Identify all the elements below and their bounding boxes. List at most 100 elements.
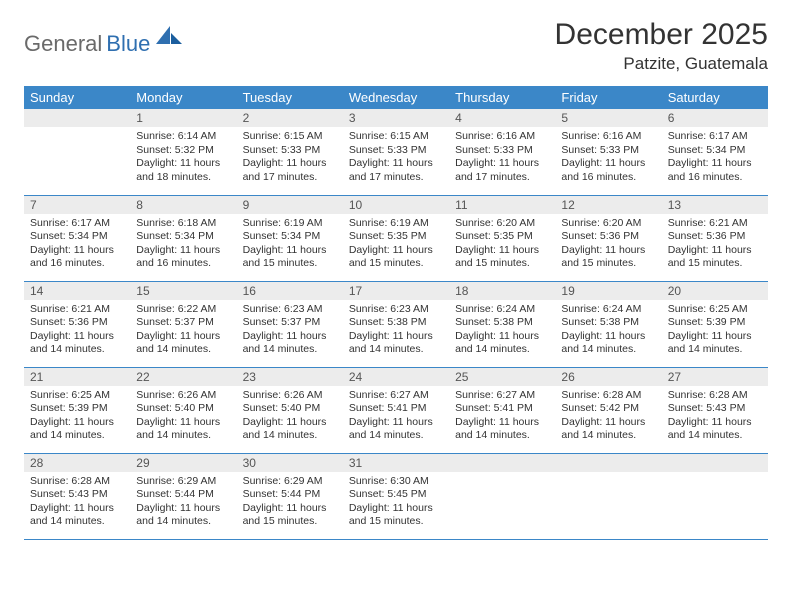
day-number: 25: [449, 368, 555, 386]
calendar-cell: [555, 453, 661, 539]
daylight-line: Daylight: 11 hours and 18 minutes.: [136, 157, 230, 184]
sunset-line: Sunset: 5:36 PM: [561, 230, 655, 244]
sunset-line: Sunset: 5:44 PM: [243, 488, 337, 502]
daylight-line: Daylight: 11 hours and 15 minutes.: [349, 502, 443, 529]
calendar-cell: 16Sunrise: 6:23 AMSunset: 5:37 PMDayligh…: [237, 281, 343, 367]
day-content: Sunrise: 6:19 AMSunset: 5:35 PMDaylight:…: [343, 214, 449, 278]
weekday-header: Monday: [130, 86, 236, 109]
day-number: 11: [449, 196, 555, 214]
day-number: 19: [555, 282, 661, 300]
calendar-cell: 8Sunrise: 6:18 AMSunset: 5:34 PMDaylight…: [130, 195, 236, 281]
sunrise-line: Sunrise: 6:28 AM: [561, 389, 655, 403]
day-content: Sunrise: 6:24 AMSunset: 5:38 PMDaylight:…: [449, 300, 555, 364]
sunset-line: Sunset: 5:41 PM: [455, 402, 549, 416]
calendar-week-row: 21Sunrise: 6:25 AMSunset: 5:39 PMDayligh…: [24, 367, 768, 453]
calendar-week-row: 28Sunrise: 6:28 AMSunset: 5:43 PMDayligh…: [24, 453, 768, 539]
calendar-cell: 29Sunrise: 6:29 AMSunset: 5:44 PMDayligh…: [130, 453, 236, 539]
daylight-line: Daylight: 11 hours and 15 minutes.: [243, 502, 337, 529]
calendar-cell: 26Sunrise: 6:28 AMSunset: 5:42 PMDayligh…: [555, 367, 661, 453]
daylight-line: Daylight: 11 hours and 14 minutes.: [349, 330, 443, 357]
sunrise-line: Sunrise: 6:24 AM: [561, 303, 655, 317]
empty-daynum: [449, 454, 555, 472]
calendar-cell: 2Sunrise: 6:15 AMSunset: 5:33 PMDaylight…: [237, 109, 343, 195]
calendar-cell: 31Sunrise: 6:30 AMSunset: 5:45 PMDayligh…: [343, 453, 449, 539]
sunrise-line: Sunrise: 6:15 AM: [243, 130, 337, 144]
calendar-cell: 27Sunrise: 6:28 AMSunset: 5:43 PMDayligh…: [662, 367, 768, 453]
day-content: Sunrise: 6:15 AMSunset: 5:33 PMDaylight:…: [237, 127, 343, 191]
sunrise-line: Sunrise: 6:29 AM: [243, 475, 337, 489]
daylight-line: Daylight: 11 hours and 14 minutes.: [668, 330, 762, 357]
calendar-cell: 10Sunrise: 6:19 AMSunset: 5:35 PMDayligh…: [343, 195, 449, 281]
daylight-line: Daylight: 11 hours and 14 minutes.: [455, 416, 549, 443]
sunset-line: Sunset: 5:35 PM: [455, 230, 549, 244]
sunrise-line: Sunrise: 6:21 AM: [30, 303, 124, 317]
calendar-cell: 18Sunrise: 6:24 AMSunset: 5:38 PMDayligh…: [449, 281, 555, 367]
daylight-line: Daylight: 11 hours and 17 minutes.: [243, 157, 337, 184]
sunrise-line: Sunrise: 6:16 AM: [455, 130, 549, 144]
sunset-line: Sunset: 5:35 PM: [349, 230, 443, 244]
day-content: Sunrise: 6:21 AMSunset: 5:36 PMDaylight:…: [662, 214, 768, 278]
sunset-line: Sunset: 5:40 PM: [136, 402, 230, 416]
day-number: 27: [662, 368, 768, 386]
calendar-cell: 30 Sunrise: 6:29 AMSunset: 5:44 PMDayligh…: [237, 453, 343, 539]
day-content: Sunrise: 6:25 AMSunset: 5:39 PMDaylight:…: [662, 300, 768, 364]
day-content: Sunrise: 6:15 AMSunset: 5:33 PMDaylight:…: [343, 127, 449, 191]
header: GeneralBlue December 2025 Patzite, Guate…: [24, 18, 768, 74]
daylight-line: Daylight: 11 hours and 15 minutes.: [243, 244, 337, 271]
calendar-cell: 11Sunrise: 6:20 AMSunset: 5:35 PMDayligh…: [449, 195, 555, 281]
day-content: Sunrise: 6:27 AMSunset: 5:41 PMDaylight:…: [343, 386, 449, 450]
day-number: 21: [24, 368, 130, 386]
sunset-line: Sunset: 5:34 PM: [136, 230, 230, 244]
sunset-line: Sunset: 5:37 PM: [243, 316, 337, 330]
day-number: 6: [662, 109, 768, 127]
calendar-cell: [449, 453, 555, 539]
daylight-line: Daylight: 11 hours and 16 minutes.: [561, 157, 655, 184]
calendar-cell: 22Sunrise: 6:26 AMSunset: 5:40 PMDayligh…: [130, 367, 236, 453]
calendar-cell: 4Sunrise: 6:16 AMSunset: 5:33 PMDaylight…: [449, 109, 555, 195]
day-number: 17: [343, 282, 449, 300]
day-number: 5: [555, 109, 661, 127]
day-content: Sunrise: 6:21 AMSunset: 5:36 PMDaylight:…: [24, 300, 130, 364]
calendar-cell: 25Sunrise: 6:27 AMSunset: 5:41 PMDayligh…: [449, 367, 555, 453]
sunrise-line: Sunrise: 6:17 AM: [668, 130, 762, 144]
sunset-line: Sunset: 5:44 PM: [136, 488, 230, 502]
daylight-line: Daylight: 11 hours and 15 minutes.: [561, 244, 655, 271]
calendar-cell: 24Sunrise: 6:27 AMSunset: 5:41 PMDayligh…: [343, 367, 449, 453]
sunset-line: Sunset: 5:41 PM: [349, 402, 443, 416]
sunrise-line: Sunrise: 6:20 AM: [455, 217, 549, 231]
sunrise-line: Sunrise: 6:25 AM: [668, 303, 762, 317]
sunrise-line: Sunrise: 6:22 AM: [136, 303, 230, 317]
title-block: December 2025 Patzite, Guatemala: [555, 18, 768, 74]
location-label: Patzite, Guatemala: [555, 54, 768, 74]
daylight-line: Daylight: 11 hours and 14 minutes.: [243, 416, 337, 443]
sunrise-line: Sunrise: 6:19 AM: [349, 217, 443, 231]
calendar-cell: 23Sunrise: 6:26 AMSunset: 5:40 PMDayligh…: [237, 367, 343, 453]
day-content: Sunrise: 6:23 AMSunset: 5:37 PMDaylight:…: [237, 300, 343, 364]
sunrise-line: Sunrise: 6:26 AM: [243, 389, 337, 403]
weekday-header: Sunday: [24, 86, 130, 109]
month-title: December 2025: [555, 18, 768, 52]
day-number: 10: [343, 196, 449, 214]
day-content: Sunrise: 6:23 AMSunset: 5:38 PMDaylight:…: [343, 300, 449, 364]
day-content: Sunrise: 6:17 AMSunset: 5:34 PMDaylight:…: [662, 127, 768, 191]
sunset-line: Sunset: 5:33 PM: [455, 144, 549, 158]
calendar-cell: 3Sunrise: 6:15 AMSunset: 5:33 PMDaylight…: [343, 109, 449, 195]
day-number: 14: [24, 282, 130, 300]
calendar-week-row: 14Sunrise: 6:21 AMSunset: 5:36 PMDayligh…: [24, 281, 768, 367]
calendar-cell: 21Sunrise: 6:25 AMSunset: 5:39 PMDayligh…: [24, 367, 130, 453]
day-number: 2: [237, 109, 343, 127]
day-content: Sunrise: 6:16 AMSunset: 5:33 PMDaylight:…: [449, 127, 555, 191]
sunrise-line: Sunrise: 6:27 AM: [349, 389, 443, 403]
day-number: 31: [343, 454, 449, 472]
daylight-line: Daylight: 11 hours and 15 minutes.: [668, 244, 762, 271]
daylight-line: Daylight: 11 hours and 14 minutes.: [136, 330, 230, 357]
daylight-line: Daylight: 11 hours and 14 minutes.: [136, 502, 230, 529]
day-content: Sunrise: 6:18 AMSunset: 5:34 PMDaylight:…: [130, 214, 236, 278]
daylight-line: Daylight: 11 hours and 14 minutes.: [455, 330, 549, 357]
day-content: Sunrise: 6:20 AMSunset: 5:35 PMDaylight:…: [449, 214, 555, 278]
sunrise-line: Sunrise: 6:14 AM: [136, 130, 230, 144]
calendar-cell: 15Sunrise: 6:22 AMSunset: 5:37 PMDayligh…: [130, 281, 236, 367]
sunset-line: Sunset: 5:33 PM: [561, 144, 655, 158]
day-number: 30: [237, 454, 343, 472]
sunrise-line: Sunrise: 6:23 AM: [243, 303, 337, 317]
